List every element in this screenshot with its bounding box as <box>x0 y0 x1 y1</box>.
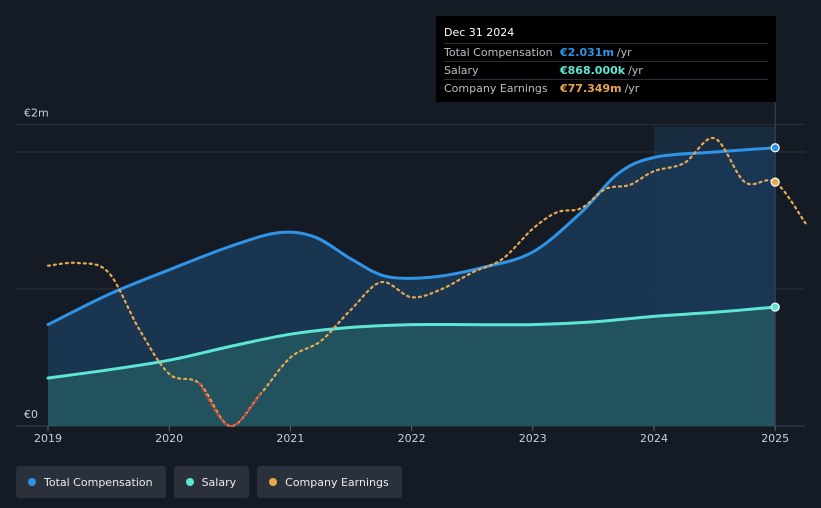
tooltip: Dec 31 2024 Total Compensation €2.031m /… <box>436 16 776 102</box>
legend-label: Total Compensation <box>44 475 153 489</box>
salary-marker <box>770 302 780 312</box>
tooltip-row-company-earnings: Company Earnings €77.349m /yr <box>444 79 768 97</box>
tooltip-unit: /yr <box>616 46 632 59</box>
legend-label: Company Earnings <box>285 475 389 489</box>
company-earnings-marker <box>770 177 780 187</box>
tooltip-row-salary: Salary €868.000k /yr <box>444 61 768 79</box>
tooltip-value: €868.000k <box>560 64 626 77</box>
tooltip-label: Salary <box>444 64 479 77</box>
dot-icon <box>185 478 194 486</box>
tooltip-value: €2.031m <box>560 46 614 59</box>
tooltip-unit: /yr <box>628 64 643 77</box>
legend-item-company-earnings[interactable]: Company Earnings <box>257 466 402 498</box>
series-lines <box>46 137 807 428</box>
tooltip-label: Company Earnings <box>444 82 548 95</box>
company-earnings-negative-segment <box>198 382 262 428</box>
y-axis: €0 €2m <box>24 107 49 421</box>
dot-icon <box>28 478 36 486</box>
x-tick-label: 2020 <box>155 432 183 445</box>
salary-area <box>48 307 776 426</box>
total-compensation-line <box>46 146 777 327</box>
y-tick-label: €0 <box>24 408 38 421</box>
x-tick-label: 2021 <box>276 432 304 445</box>
x-axis: 2019 2020 2021 2022 2023 2024 2025 <box>34 426 789 445</box>
legend-item-total-compensation[interactable]: Total Compensation <box>16 466 166 498</box>
legend-label: Salary <box>201 475 237 489</box>
company-earnings-line <box>46 137 807 428</box>
x-tick-label: 2024 <box>640 432 668 445</box>
tooltip-unit: /yr <box>624 82 640 95</box>
series-areas <box>48 147 776 427</box>
legend-item-salary[interactable]: Salary <box>173 466 250 498</box>
x-tick-label: 2025 <box>761 432 789 445</box>
x-tick-label: 2023 <box>519 432 547 445</box>
x-tick-label: 2022 <box>398 432 426 445</box>
series-markers <box>770 143 780 312</box>
legend: Total Compensation Salary Company Earnin… <box>16 466 402 498</box>
total-compensation-marker <box>770 143 780 153</box>
dot-icon <box>269 478 278 486</box>
tooltip-value: €77.349m <box>560 82 622 95</box>
tooltip-row-total-compensation: Total Compensation €2.031m /yr <box>444 43 768 61</box>
salary-line <box>46 305 777 380</box>
tooltip-date: Dec 31 2024 <box>444 26 515 39</box>
x-tick-label: 2019 <box>34 432 62 445</box>
tooltip-label: Total Compensation <box>444 46 553 59</box>
y-tick-label: €2m <box>24 107 49 120</box>
